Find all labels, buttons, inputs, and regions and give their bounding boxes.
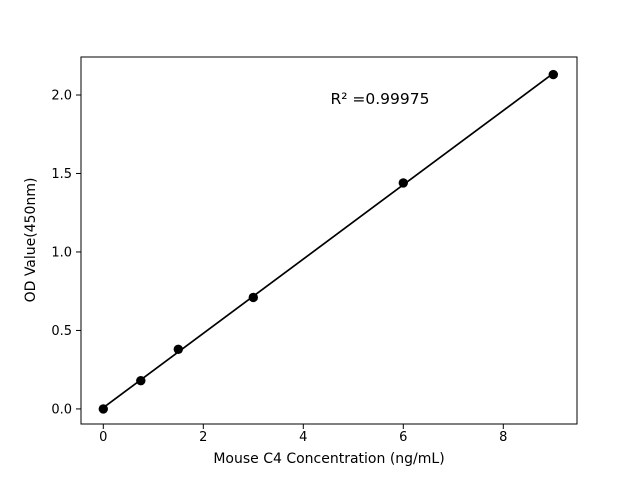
data-point xyxy=(548,69,558,80)
y-axis-title: OD Value(450nm) xyxy=(23,177,39,303)
x-axis-tick-label: 4 xyxy=(299,430,307,445)
r-squared-annotation: R² =0.99975 xyxy=(330,90,430,108)
fit-line xyxy=(102,72,555,409)
data-point xyxy=(398,178,408,188)
x-axis-tick-label: 2 xyxy=(199,430,207,445)
y-axis-tick-label: 2.0 xyxy=(51,88,72,103)
y-axis-tick-label: 0.0 xyxy=(51,402,72,417)
data-point xyxy=(173,344,183,354)
x-axis-tick-label: 8 xyxy=(499,430,507,445)
x-axis-title: Mouse C4 Concentration (ng/mL) xyxy=(213,451,445,467)
data-point xyxy=(248,292,258,303)
y-axis-tick-label: 1.5 xyxy=(51,167,72,182)
data-point xyxy=(98,404,109,414)
data-point xyxy=(136,375,146,386)
plot-frame xyxy=(80,56,578,425)
y-axis-tick-label: 1.0 xyxy=(51,245,72,260)
x-axis-tick-label: 0 xyxy=(99,430,107,445)
y-axis-tick-label: 0.5 xyxy=(51,324,72,339)
x-axis-tick-label: 6 xyxy=(399,430,407,445)
